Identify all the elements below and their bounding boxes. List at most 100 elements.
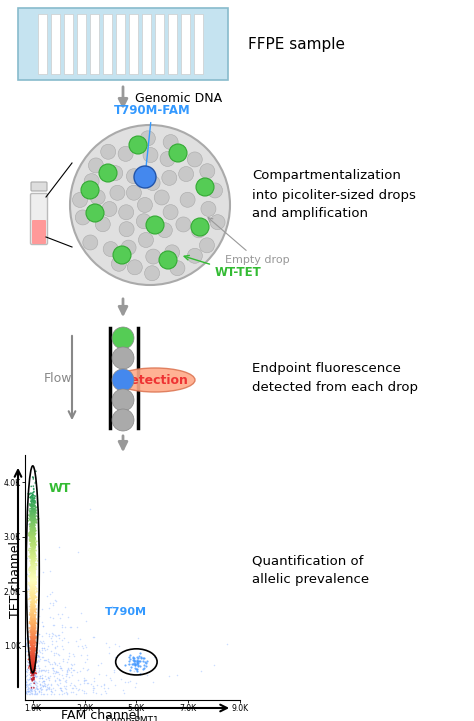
Point [28, 580, 36, 591]
FancyBboxPatch shape [64, 14, 73, 74]
Point [29, 492, 36, 504]
Point [28, 537, 36, 549]
Point [30, 562, 37, 574]
Point [28, 664, 36, 676]
Point [28, 621, 36, 632]
Point [64, 662, 72, 673]
Point [28, 650, 36, 661]
Point [32, 571, 39, 583]
Point [28, 510, 36, 522]
Point [28, 674, 36, 686]
Point [136, 655, 143, 667]
Point [28, 549, 36, 561]
Point [35, 645, 43, 657]
Point [31, 492, 38, 504]
Point [27, 578, 35, 590]
Point [28, 559, 36, 570]
Point [31, 558, 39, 570]
Point [30, 525, 37, 536]
Point [29, 525, 37, 536]
Point [28, 527, 36, 539]
Point [28, 616, 36, 627]
Point [31, 540, 38, 552]
Point [31, 637, 38, 649]
Point [33, 678, 41, 689]
Point [29, 499, 37, 510]
Point [30, 588, 37, 599]
Point [31, 495, 39, 507]
Point [32, 513, 39, 524]
Point [30, 567, 38, 578]
Point [29, 524, 37, 536]
Point [29, 605, 36, 616]
Point [39, 681, 46, 692]
Point [27, 523, 35, 535]
Point [29, 573, 37, 585]
Y-axis label: Comp-PMT2: Comp-PMT2 [0, 551, 1, 604]
Point [28, 622, 36, 634]
Point [27, 638, 35, 650]
Point [27, 609, 35, 620]
Point [30, 668, 37, 679]
Point [30, 657, 37, 668]
Point [32, 632, 39, 644]
Point [27, 652, 35, 663]
Point [29, 527, 37, 539]
Point [24, 681, 32, 692]
Point [29, 583, 36, 595]
Point [29, 536, 36, 548]
Point [30, 656, 37, 668]
Point [32, 572, 39, 584]
Point [27, 519, 34, 531]
Point [24, 627, 31, 639]
Point [97, 681, 105, 692]
Point [35, 665, 42, 677]
Point [27, 582, 35, 593]
Point [58, 688, 65, 699]
Point [32, 476, 40, 487]
Point [26, 677, 33, 689]
Point [29, 654, 37, 665]
Point [89, 682, 97, 694]
Point [29, 559, 37, 571]
Point [27, 527, 35, 539]
Point [27, 671, 34, 683]
Point [28, 526, 36, 537]
Point [24, 488, 32, 500]
Point [28, 647, 36, 658]
Point [29, 536, 36, 548]
Point [29, 659, 36, 671]
Point [27, 651, 35, 663]
Point [63, 688, 70, 699]
Point [30, 675, 37, 686]
Circle shape [127, 169, 141, 184]
Point [28, 568, 36, 580]
Point [31, 501, 39, 513]
Point [29, 491, 36, 503]
Point [26, 684, 34, 696]
Point [28, 617, 36, 629]
Point [27, 523, 34, 534]
Point [31, 514, 38, 526]
Point [27, 634, 35, 646]
Point [28, 538, 36, 549]
Point [31, 591, 39, 603]
Point [29, 523, 36, 535]
Point [30, 599, 37, 611]
FancyBboxPatch shape [168, 14, 177, 74]
Point [33, 671, 40, 682]
Point [26, 655, 34, 666]
FancyBboxPatch shape [31, 182, 47, 191]
Point [31, 660, 39, 672]
Point [30, 637, 37, 648]
Point [25, 662, 33, 673]
Point [27, 581, 34, 593]
Point [29, 541, 37, 553]
Point [30, 594, 38, 606]
Point [38, 672, 46, 684]
Point [111, 679, 118, 691]
Point [28, 645, 36, 656]
Point [29, 523, 36, 535]
Point [210, 659, 218, 671]
Point [28, 599, 36, 611]
